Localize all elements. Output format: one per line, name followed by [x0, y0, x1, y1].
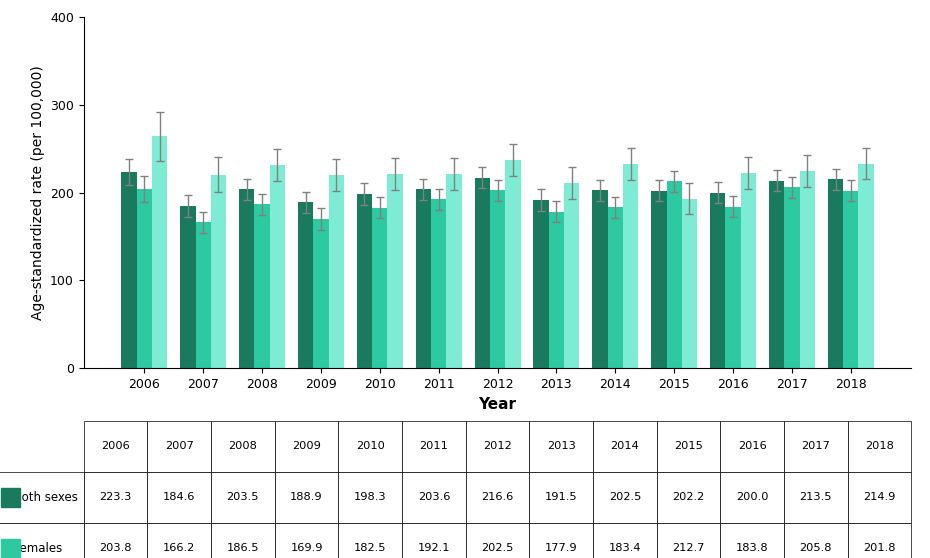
- Bar: [800, 171, 815, 368]
- Bar: [474, 178, 490, 368]
- Bar: [121, 172, 137, 368]
- Bar: [152, 137, 167, 368]
- X-axis label: Year: Year: [479, 397, 516, 412]
- Bar: [372, 208, 388, 368]
- Bar: [490, 190, 505, 368]
- Bar: [623, 164, 638, 368]
- Bar: [270, 165, 285, 368]
- Bar: [180, 206, 195, 368]
- Bar: [313, 219, 328, 368]
- Bar: [505, 160, 521, 368]
- Bar: [667, 181, 682, 368]
- Bar: [769, 181, 784, 368]
- Bar: [137, 189, 152, 368]
- Bar: [784, 187, 800, 368]
- Bar: [239, 189, 255, 368]
- Bar: [549, 212, 565, 368]
- Bar: [828, 180, 844, 368]
- Bar: [592, 190, 607, 368]
- Bar: [682, 199, 698, 368]
- Bar: [211, 175, 226, 368]
- Bar: [740, 173, 756, 368]
- Bar: [534, 200, 549, 368]
- Bar: [607, 207, 623, 368]
- Bar: [195, 222, 211, 368]
- Bar: [328, 175, 344, 368]
- Bar: [844, 191, 858, 368]
- Bar: [565, 183, 579, 368]
- Y-axis label: Age-standardized rate (per 100,000): Age-standardized rate (per 100,000): [31, 65, 45, 320]
- Bar: [446, 174, 461, 368]
- Bar: [711, 193, 725, 368]
- Bar: [725, 207, 740, 368]
- Bar: [651, 191, 667, 368]
- Bar: [858, 163, 874, 368]
- Bar: [298, 202, 313, 368]
- Bar: [255, 204, 270, 368]
- Bar: [416, 189, 431, 368]
- Bar: [431, 199, 446, 368]
- Bar: [357, 194, 372, 368]
- Bar: [388, 174, 403, 368]
